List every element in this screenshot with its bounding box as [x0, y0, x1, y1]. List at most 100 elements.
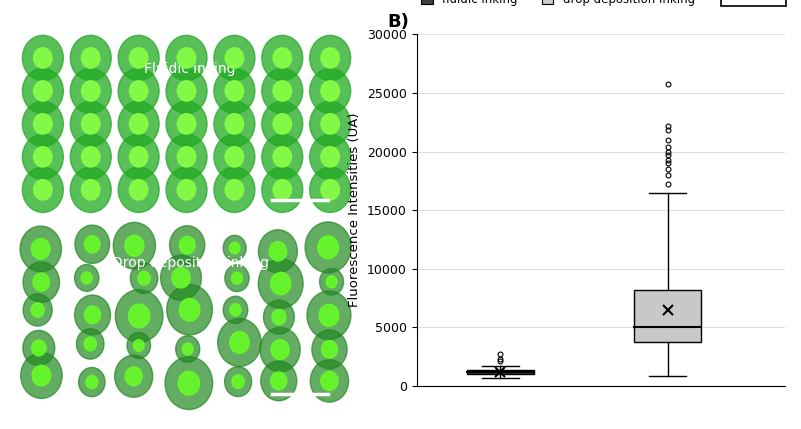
Circle shape	[23, 330, 54, 366]
Circle shape	[225, 147, 244, 167]
Circle shape	[307, 291, 351, 339]
Circle shape	[22, 35, 63, 81]
Circle shape	[175, 336, 199, 363]
Circle shape	[138, 271, 151, 285]
Circle shape	[224, 367, 252, 396]
Circle shape	[82, 81, 100, 101]
Circle shape	[32, 340, 46, 356]
Circle shape	[22, 68, 63, 114]
Circle shape	[310, 167, 351, 212]
Legend: fluidic inking, drop deposition inking: fluidic inking, drop deposition inking	[417, 0, 700, 11]
Circle shape	[260, 327, 300, 372]
Circle shape	[131, 263, 158, 293]
Circle shape	[34, 114, 52, 134]
Circle shape	[214, 101, 255, 147]
Circle shape	[22, 101, 63, 147]
Circle shape	[177, 114, 195, 134]
Circle shape	[269, 242, 287, 261]
Circle shape	[177, 48, 195, 68]
Circle shape	[82, 114, 100, 134]
Circle shape	[118, 101, 159, 147]
Circle shape	[115, 290, 163, 342]
Circle shape	[310, 360, 348, 402]
Circle shape	[321, 48, 340, 68]
Circle shape	[125, 367, 143, 386]
Circle shape	[171, 268, 190, 288]
Circle shape	[118, 68, 159, 114]
Circle shape	[118, 167, 159, 212]
Circle shape	[74, 264, 99, 291]
Circle shape	[75, 225, 110, 263]
Circle shape	[183, 343, 193, 355]
Circle shape	[262, 134, 303, 179]
Circle shape	[166, 101, 207, 147]
Text: Fluidic inking: Fluidic inking	[144, 62, 236, 76]
Circle shape	[70, 68, 111, 114]
Circle shape	[262, 167, 303, 212]
Circle shape	[310, 101, 351, 147]
Circle shape	[118, 35, 159, 81]
Circle shape	[33, 273, 50, 291]
Circle shape	[34, 147, 52, 167]
Circle shape	[118, 134, 159, 179]
Circle shape	[310, 68, 351, 114]
Circle shape	[271, 372, 287, 390]
Circle shape	[125, 235, 144, 256]
Text: N = 480: N = 480	[726, 0, 781, 2]
Circle shape	[262, 68, 303, 114]
Circle shape	[321, 147, 340, 167]
Circle shape	[214, 167, 255, 212]
Text: B): B)	[387, 13, 409, 31]
Circle shape	[225, 180, 244, 200]
Circle shape	[273, 48, 292, 68]
Circle shape	[178, 372, 199, 395]
Circle shape	[214, 35, 255, 81]
Circle shape	[259, 230, 297, 273]
Circle shape	[70, 35, 111, 81]
Circle shape	[34, 48, 52, 68]
Circle shape	[273, 180, 292, 200]
Circle shape	[320, 372, 338, 390]
Circle shape	[318, 236, 339, 259]
Circle shape	[321, 81, 340, 101]
Circle shape	[262, 101, 303, 147]
Bar	[467, 370, 533, 375]
Circle shape	[74, 295, 111, 335]
Circle shape	[134, 340, 144, 351]
Circle shape	[34, 81, 52, 101]
Circle shape	[223, 236, 246, 261]
Circle shape	[264, 300, 294, 334]
Circle shape	[179, 298, 200, 321]
Circle shape	[81, 272, 92, 284]
Circle shape	[32, 365, 50, 386]
Circle shape	[261, 361, 296, 401]
Circle shape	[84, 337, 96, 351]
Circle shape	[70, 134, 111, 179]
Circle shape	[225, 265, 249, 292]
Circle shape	[160, 255, 201, 300]
Circle shape	[310, 134, 351, 179]
Circle shape	[258, 259, 303, 308]
Circle shape	[113, 222, 155, 269]
Circle shape	[319, 304, 339, 326]
Circle shape	[166, 167, 207, 212]
Circle shape	[22, 134, 63, 179]
Circle shape	[231, 272, 243, 284]
Circle shape	[21, 353, 62, 399]
Circle shape	[262, 35, 303, 81]
Circle shape	[34, 180, 52, 200]
Circle shape	[321, 114, 340, 134]
Circle shape	[166, 35, 207, 81]
Circle shape	[177, 180, 195, 200]
Circle shape	[272, 309, 286, 325]
Text: Drop deposition inking: Drop deposition inking	[111, 256, 269, 270]
Circle shape	[223, 296, 248, 323]
Circle shape	[230, 332, 249, 353]
Circle shape	[130, 48, 148, 68]
Circle shape	[310, 35, 351, 81]
Circle shape	[31, 303, 44, 317]
Circle shape	[214, 68, 255, 114]
Circle shape	[31, 239, 50, 259]
Circle shape	[230, 304, 241, 316]
Circle shape	[170, 226, 205, 265]
